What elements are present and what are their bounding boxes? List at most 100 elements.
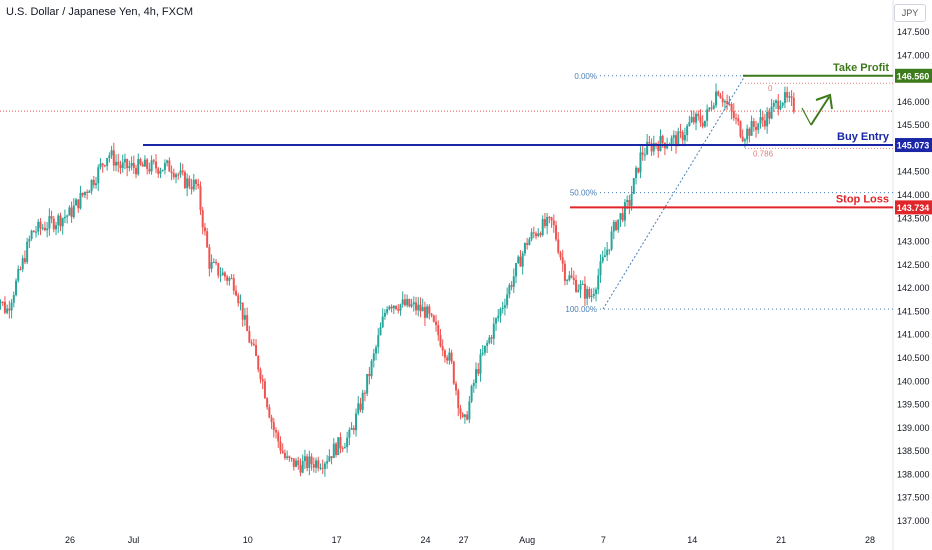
candle-body	[470, 386, 473, 402]
candle-body	[317, 460, 320, 469]
candle-body	[472, 382, 475, 387]
fib-level-label: 0.00%	[574, 72, 597, 81]
candle-body	[523, 243, 526, 254]
candle-body	[421, 307, 424, 312]
candle-body	[683, 135, 686, 141]
candle-body	[706, 109, 709, 121]
candle-body	[703, 120, 706, 127]
candle-body	[621, 213, 624, 221]
candle-body	[446, 357, 449, 361]
candle-body	[37, 221, 40, 232]
candle-body	[203, 227, 206, 232]
candle-body	[652, 143, 655, 152]
candle-body	[90, 179, 93, 192]
candle-body	[672, 135, 675, 138]
price-tag	[895, 200, 932, 215]
candle-body	[575, 279, 578, 292]
candle-body	[210, 262, 213, 269]
candle-body	[395, 305, 398, 309]
y-tick-label: 142.500	[897, 260, 930, 270]
candle-body	[26, 241, 29, 263]
y-tick-label: 137.000	[897, 516, 930, 526]
candle-body	[423, 307, 426, 318]
candle-body	[288, 456, 291, 459]
candle-body	[675, 135, 678, 147]
candle-body	[677, 131, 680, 147]
price-tag-label: 143.734	[897, 203, 930, 213]
candle-body	[415, 302, 418, 311]
candle-body	[748, 128, 751, 136]
candle-body	[648, 142, 651, 144]
candle-body	[277, 432, 280, 442]
candle-body	[626, 199, 629, 203]
y-tick-label: 138.500	[897, 446, 930, 456]
currency-button[interactable]: JPY	[894, 4, 926, 22]
candle-body	[246, 315, 249, 332]
candle-body	[783, 92, 786, 103]
candle-body	[617, 219, 620, 230]
candle-body	[495, 318, 498, 324]
candle-body	[181, 170, 184, 173]
candle-body	[686, 125, 689, 136]
candle-body	[577, 290, 580, 292]
candle-body	[597, 275, 600, 290]
candle-body	[561, 257, 564, 264]
candle-body	[401, 299, 404, 305]
candle-body	[632, 178, 635, 194]
candle-body	[657, 145, 660, 151]
candle-body	[695, 113, 698, 123]
candle-body	[61, 218, 64, 227]
candle-body	[250, 342, 253, 344]
candle-body	[548, 216, 551, 218]
candle-body	[148, 168, 151, 172]
candle-body	[108, 155, 111, 159]
candle-body	[41, 227, 44, 229]
candle-body	[0, 301, 2, 304]
candle-body	[439, 335, 442, 347]
candle-body	[12, 295, 15, 303]
candle-body	[590, 295, 593, 297]
candle-body	[55, 225, 58, 230]
candle-body	[539, 233, 542, 236]
candle-body	[366, 373, 369, 394]
candle-body	[770, 106, 773, 119]
candle-body	[541, 219, 544, 236]
candle-body	[46, 228, 49, 231]
candle-body	[779, 105, 782, 110]
candle-body	[126, 159, 129, 169]
candle-body	[348, 429, 351, 438]
candle-body	[403, 299, 406, 306]
candle-body	[143, 159, 146, 167]
candle-body	[592, 294, 595, 296]
candle-body	[157, 168, 160, 174]
candle-body	[463, 414, 466, 417]
candle-body	[628, 199, 631, 206]
candle-body	[608, 249, 611, 251]
candle-body	[223, 272, 226, 277]
candle-body	[792, 97, 795, 112]
price-tag	[895, 138, 932, 153]
candle-body	[515, 263, 518, 277]
candle-body	[350, 427, 353, 430]
candle-body	[410, 304, 413, 307]
candle-body	[650, 143, 653, 152]
candle-body	[717, 91, 720, 96]
x-tick-label: 27	[459, 535, 469, 545]
fib-level-label: 100.00%	[565, 305, 597, 314]
candle-body	[92, 179, 95, 186]
candle-body	[699, 116, 702, 123]
candle-body	[206, 231, 209, 248]
candle-body	[201, 210, 204, 228]
candle-body	[310, 456, 313, 465]
candle-body	[528, 239, 531, 245]
candle-body	[381, 316, 384, 328]
candle-body	[232, 278, 235, 291]
candle-body	[441, 346, 444, 351]
candle-body	[48, 216, 51, 229]
candle-body	[72, 205, 75, 217]
x-tick-label: 24	[421, 535, 431, 545]
candle-body	[563, 263, 566, 281]
y-tick-label: 147.000	[897, 50, 930, 60]
y-tick-label: 141.000	[897, 330, 930, 340]
